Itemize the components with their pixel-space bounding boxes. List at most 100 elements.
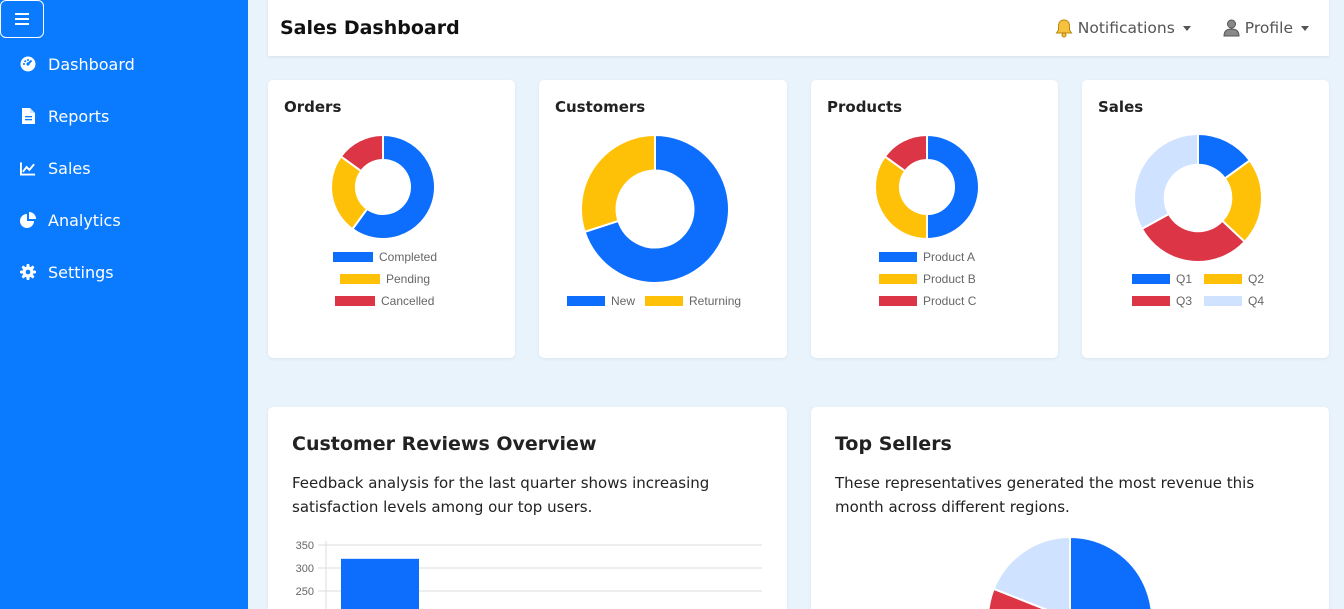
legend-swatch bbox=[879, 274, 917, 284]
legend-item[interactable]: Cancelled bbox=[333, 290, 437, 312]
chart-slice[interactable] bbox=[992, 535, 1071, 609]
sidebar-item-label: Analytics bbox=[48, 210, 121, 230]
sidebar-item-label: Dashboard bbox=[48, 54, 135, 74]
legend-swatch bbox=[1132, 274, 1170, 284]
top-header: Sales Dashboard Notifications Profile bbox=[268, 0, 1329, 56]
sidebar: Dashboard Reports Sales Analytics bbox=[0, 0, 248, 609]
sidebar-item-reports[interactable]: Reports bbox=[0, 90, 248, 142]
profile-dropdown[interactable]: Profile bbox=[1223, 19, 1309, 37]
sales-legend: Q1 Q2 Q3 Q4 bbox=[1132, 268, 1264, 312]
notifications-dropdown[interactable]: Notifications bbox=[1055, 18, 1191, 38]
card-title: Orders bbox=[284, 98, 342, 116]
legend-label: New bbox=[611, 294, 636, 308]
products-legend: Product A Product B Product C bbox=[879, 246, 976, 312]
chart-slice[interactable] bbox=[1069, 535, 1153, 609]
legend-label: Q3 bbox=[1176, 294, 1193, 308]
legend-item[interactable]: Q3 bbox=[1132, 290, 1204, 312]
menu-icon bbox=[15, 13, 29, 25]
legend-label: Product B bbox=[923, 272, 976, 286]
sidebar-item-settings[interactable]: Settings bbox=[0, 246, 248, 298]
customers-card: Customers New Returning bbox=[539, 80, 787, 358]
chart-bar[interactable] bbox=[341, 558, 419, 609]
card-title: Sales bbox=[1098, 98, 1144, 116]
reviews-bar-chart: 350 300 250 bbox=[296, 540, 762, 609]
card-title: Customer Reviews Overview bbox=[292, 433, 597, 455]
legend-item[interactable]: Completed bbox=[333, 246, 437, 268]
y-tick-label: 350 bbox=[296, 540, 314, 552]
chart-slice[interactable] bbox=[580, 134, 656, 234]
chart-slice[interactable] bbox=[926, 134, 980, 240]
orders-donut-chart bbox=[330, 134, 436, 240]
legend-item[interactable]: Q2 bbox=[1204, 268, 1264, 290]
legend-label: Returning bbox=[689, 294, 742, 308]
chart-slice[interactable] bbox=[1140, 212, 1247, 263]
file-icon bbox=[20, 108, 36, 124]
legend-swatch bbox=[333, 252, 373, 262]
products-donut-chart bbox=[874, 134, 980, 240]
legend-item[interactable]: Product C bbox=[879, 290, 976, 312]
legend-label: Pending bbox=[386, 272, 431, 286]
chart-slice[interactable] bbox=[583, 134, 730, 284]
sales-donut-chart bbox=[1133, 133, 1263, 263]
legend-item[interactable]: Q4 bbox=[1204, 290, 1264, 312]
sidebar-item-label: Reports bbox=[48, 106, 110, 126]
legend-item[interactable]: Product B bbox=[879, 268, 976, 290]
card-title: Customers bbox=[555, 98, 646, 116]
legend-swatch bbox=[1132, 296, 1170, 306]
orders-card: Orders Completed Pending Cancelled bbox=[268, 80, 515, 358]
legend-label: Q2 bbox=[1248, 272, 1265, 286]
legend-label: Completed bbox=[379, 250, 438, 264]
notifications-label: Notifications bbox=[1077, 19, 1175, 37]
legend-swatch bbox=[879, 252, 917, 262]
legend-swatch bbox=[879, 296, 917, 306]
y-tick-label: 300 bbox=[296, 563, 314, 575]
chart-slice[interactable] bbox=[351, 134, 436, 240]
legend-item[interactable]: Pending bbox=[333, 268, 437, 290]
legend-swatch bbox=[1204, 274, 1242, 284]
products-card: Products Product A Product B Product C bbox=[811, 80, 1058, 358]
legend-swatch bbox=[335, 296, 375, 306]
sidebar-item-dashboard[interactable]: Dashboard bbox=[0, 38, 248, 90]
sidebar-item-label: Sales bbox=[48, 158, 91, 178]
page-title: Sales Dashboard bbox=[280, 17, 460, 39]
sidebar-toggle-button[interactable] bbox=[0, 0, 44, 38]
chart-slice[interactable] bbox=[1133, 133, 1199, 231]
legend-label: Product A bbox=[923, 250, 976, 264]
card-title: Top Sellers bbox=[835, 433, 952, 455]
card-description: These representatives generated the most… bbox=[835, 474, 1255, 516]
legend-item[interactable]: Returning bbox=[645, 290, 741, 312]
chart-slice[interactable] bbox=[883, 134, 928, 173]
line-chart-icon bbox=[20, 160, 36, 176]
legend-label: Q1 bbox=[1176, 272, 1193, 286]
gear-icon bbox=[20, 264, 36, 280]
chart-slice[interactable] bbox=[339, 134, 384, 173]
legend-swatch bbox=[567, 296, 605, 306]
sidebar-item-analytics[interactable]: Analytics bbox=[0, 194, 248, 246]
sales-card: Sales Q1 Q2 Q3 Q4 bbox=[1082, 80, 1329, 358]
header-actions: Notifications Profile bbox=[1055, 18, 1317, 38]
top-sellers-card: Top Sellers These representatives genera… bbox=[811, 407, 1329, 609]
y-tick-label: 250 bbox=[296, 586, 314, 598]
orders-legend: Completed Pending Cancelled bbox=[333, 246, 437, 312]
dashboard-icon bbox=[20, 56, 36, 72]
legend-swatch bbox=[645, 296, 684, 306]
customers-donut-chart bbox=[580, 134, 730, 284]
sidebar-item-label: Settings bbox=[48, 262, 114, 282]
customers-legend: New Returning bbox=[567, 290, 741, 312]
legend-swatch bbox=[1204, 296, 1242, 306]
user-icon bbox=[1223, 19, 1240, 37]
pie-chart-icon bbox=[20, 212, 36, 228]
legend-item[interactable]: Product A bbox=[879, 246, 976, 268]
chevron-down-icon bbox=[1301, 25, 1309, 31]
legend-label: Q4 bbox=[1248, 294, 1265, 308]
legend-swatch bbox=[340, 274, 380, 284]
legend-item[interactable]: Q1 bbox=[1132, 268, 1204, 290]
top-sellers-pie-chart bbox=[987, 535, 1153, 609]
legend-label: Cancelled bbox=[381, 294, 435, 308]
legend-item[interactable]: New bbox=[567, 290, 635, 312]
card-description: Feedback analysis for the last quarter s… bbox=[292, 474, 710, 516]
chart-slice[interactable] bbox=[874, 155, 928, 240]
sidebar-item-sales[interactable]: Sales bbox=[0, 142, 248, 194]
legend-label: Product C bbox=[923, 294, 977, 308]
chevron-down-icon bbox=[1182, 25, 1191, 31]
